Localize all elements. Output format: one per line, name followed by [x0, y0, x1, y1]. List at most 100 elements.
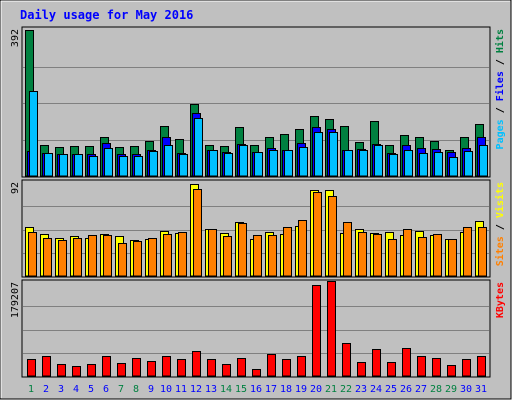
legend-part: KBytes: [495, 282, 506, 318]
bar-kbytes-day-9: [147, 361, 156, 377]
bar-kbytes-day-31: [477, 356, 486, 377]
x-tick-label-day-11: 11: [175, 384, 187, 395]
x-tick-label-day-31: 31: [475, 384, 487, 395]
bar-kbytes-day-5: [87, 364, 96, 377]
series-legend-label: Pages / Files / Hits: [494, 29, 506, 149]
x-tick-label-day-1: 1: [28, 384, 34, 395]
x-tick-label-day-24: 24: [370, 384, 382, 395]
bar-pages-day-30: [464, 151, 473, 177]
legend-part: Pages: [495, 119, 506, 149]
x-tick-label-day-16: 16: [250, 384, 262, 395]
x-tick-label-day-6: 6: [103, 384, 109, 395]
bar-sites-day-16: [253, 235, 262, 277]
bar-pages-day-27: [419, 153, 428, 177]
bar-pages-day-3: [59, 154, 68, 177]
bar-sites-day-30: [463, 227, 472, 277]
legend-part: /: [495, 218, 506, 236]
bar-sites-day-20: [313, 192, 322, 277]
x-tick-label-day-17: 17: [265, 384, 277, 395]
bar-pages-day-18: [284, 150, 293, 177]
bar-pages-day-1: [29, 91, 38, 177]
bar-pages-day-24: [374, 145, 383, 177]
bar-pages-day-26: [404, 150, 413, 177]
bar-sites-day-4: [73, 238, 82, 277]
bar-kbytes-day-26: [402, 348, 411, 377]
x-tick-label-day-22: 22: [340, 384, 352, 395]
bar-kbytes-day-6: [102, 356, 111, 377]
bar-sites-day-22: [343, 222, 352, 277]
bar-kbytes-day-1: [27, 359, 36, 377]
bar-sites-day-9: [148, 238, 157, 277]
x-tick-label-day-30: 30: [460, 384, 472, 395]
x-tick-label-day-10: 10: [160, 384, 172, 395]
bar-pages-day-31: [479, 145, 488, 177]
bar-sites-day-6: [103, 235, 112, 277]
legend-part: /: [495, 101, 506, 119]
bar-kbytes-day-2: [42, 356, 51, 377]
x-tick-label-day-14: 14: [220, 384, 232, 395]
bar-kbytes-day-15: [237, 358, 246, 377]
bar-kbytes-day-4: [72, 366, 81, 377]
bar-kbytes-day-12: [192, 351, 201, 377]
x-tick-label-day-5: 5: [88, 384, 94, 395]
series-legend-label: KBytes: [495, 282, 506, 318]
bar-sites-day-27: [418, 237, 427, 277]
bar-kbytes-day-24: [372, 349, 381, 377]
bar-pages-day-13: [209, 150, 218, 177]
bar-pages-day-11: [179, 154, 188, 177]
bar-kbytes-day-28: [432, 358, 441, 377]
bar-sites-day-28: [433, 234, 442, 277]
bar-kbytes-day-13: [207, 359, 216, 377]
bar-pages-day-25: [389, 154, 398, 177]
bar-pages-day-4: [74, 154, 83, 177]
bar-pages-day-28: [434, 152, 443, 177]
bar-sites-day-25: [388, 239, 397, 277]
chart-panels: 392 Pages / Files / Hits 92 Sites / Visits 1…: [10, 26, 506, 378]
bar-pages-day-12: [194, 118, 203, 177]
x-tick-label-day-25: 25: [385, 384, 397, 395]
bar-pages-day-23: [359, 150, 368, 177]
bar-sites-day-1: [28, 232, 37, 277]
bar-sites-day-11: [178, 232, 187, 277]
legend-part: Files: [494, 71, 506, 101]
bar-pages-day-15: [239, 145, 248, 177]
x-tick-label-day-26: 26: [400, 384, 412, 395]
bar-kbytes-day-21: [327, 281, 336, 377]
x-tick-label-day-28: 28: [430, 384, 442, 395]
bar-kbytes-day-19: [297, 356, 306, 377]
bar-pages-day-29: [449, 157, 458, 177]
x-tick-label-day-15: 15: [235, 384, 247, 395]
bar-pages-day-14: [224, 153, 233, 177]
bar-sites-day-29: [448, 239, 457, 277]
bar-kbytes-day-10: [162, 356, 171, 377]
legend-part: Hits: [494, 29, 506, 53]
bar-pages-day-9: [149, 151, 158, 177]
bar-kbytes-day-18: [282, 359, 291, 377]
bar-kbytes-day-27: [417, 356, 426, 377]
bar-sites-day-3: [58, 240, 67, 277]
bar-pages-day-16: [254, 152, 263, 177]
bar-sites-day-17: [268, 235, 277, 277]
bar-kbytes-day-22: [342, 343, 351, 377]
bar-kbytes-day-16: [252, 369, 261, 377]
x-tick-label-day-29: 29: [445, 384, 457, 395]
x-tick-label-day-8: 8: [133, 384, 139, 395]
x-tick-label-day-4: 4: [73, 384, 79, 395]
y-max-label: 92: [10, 182, 21, 194]
bar-sites-day-21: [328, 196, 337, 277]
bar-pages-day-6: [104, 148, 113, 177]
bar-kbytes-day-7: [117, 363, 126, 377]
bar-kbytes-day-20: [312, 285, 321, 377]
bar-sites-day-24: [373, 234, 382, 277]
bar-pages-day-10: [164, 145, 173, 177]
bar-sites-day-14: [223, 236, 232, 277]
bar-sites-day-23: [358, 232, 367, 277]
chart-title: Daily usage for May 2016: [20, 8, 193, 22]
x-tick-label-day-21: 21: [325, 384, 337, 395]
bar-pages-day-19: [299, 147, 308, 177]
bar-sites-day-19: [298, 220, 307, 277]
bar-sites-day-10: [163, 234, 172, 277]
bar-kbytes-day-11: [177, 359, 186, 377]
bar-kbytes-day-3: [57, 364, 66, 377]
